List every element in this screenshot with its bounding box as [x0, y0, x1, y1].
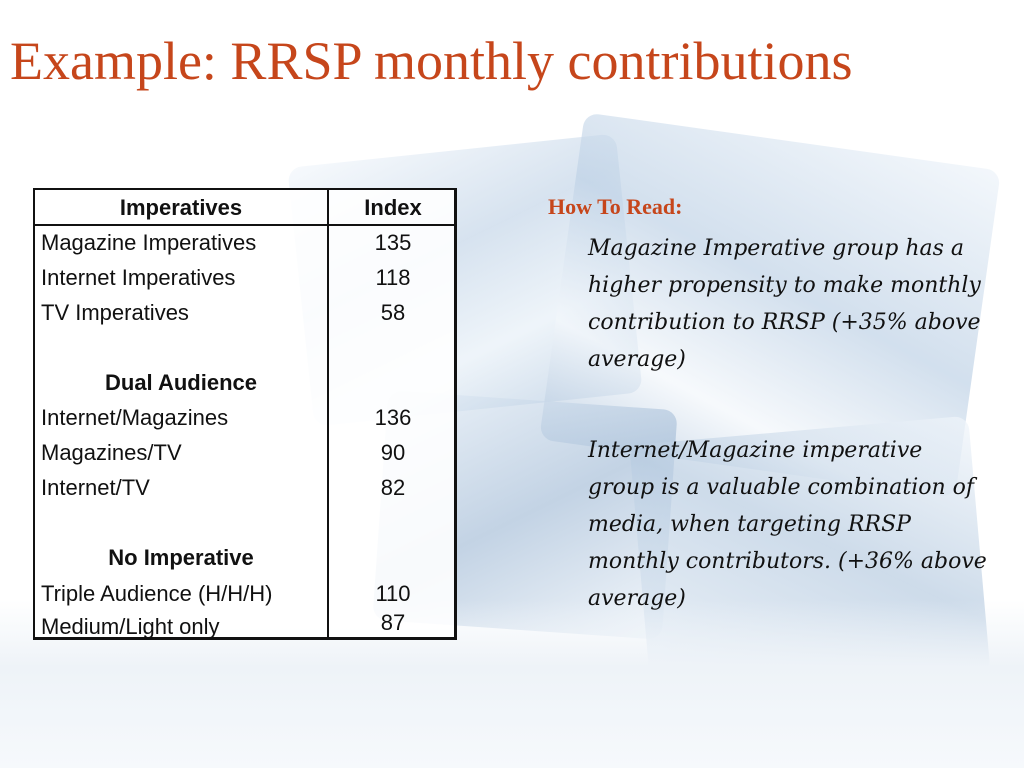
row-label: Internet/TV: [41, 475, 150, 500]
header-imperatives: Imperatives: [119, 195, 243, 220]
how-to-read-note: Internet/Magazine imperative group is a …: [588, 438, 987, 611]
header-index: Index: [364, 195, 422, 220]
group-heading-dual-audience: Dual Audience: [105, 370, 257, 395]
row-label: Triple Audience (H/H/H): [41, 581, 273, 606]
row-label: Medium/Light only: [41, 614, 220, 639]
row-value: 118: [375, 265, 411, 290]
row-label: Internet Imperatives: [41, 265, 236, 290]
header-divider: [35, 224, 454, 226]
row-value: 87: [380, 610, 406, 635]
how-to-read-note: Magazine Imperative group has a higher p…: [588, 236, 981, 372]
row-label: TV Imperatives: [41, 300, 189, 325]
how-to-read-heading: How To Read:: [548, 194, 683, 219]
row-value: 136: [374, 405, 412, 430]
slide-title: Example: RRSP monthly contributions: [10, 31, 853, 91]
row-label: Internet/Magazines: [41, 405, 229, 430]
row-label: Magazines/TV: [41, 440, 182, 465]
row-value: 110: [375, 581, 411, 606]
row-value: 135: [374, 230, 412, 255]
index-table: Imperatives Index Magazine Imperatives 1…: [33, 188, 457, 640]
group-heading-no-imperative: No Imperative: [108, 545, 254, 570]
column-divider: [327, 190, 329, 637]
row-label: Magazine Imperatives: [41, 230, 257, 255]
row-value: 90: [380, 440, 406, 465]
row-value: 58: [380, 300, 406, 325]
row-value: 82: [380, 475, 406, 500]
